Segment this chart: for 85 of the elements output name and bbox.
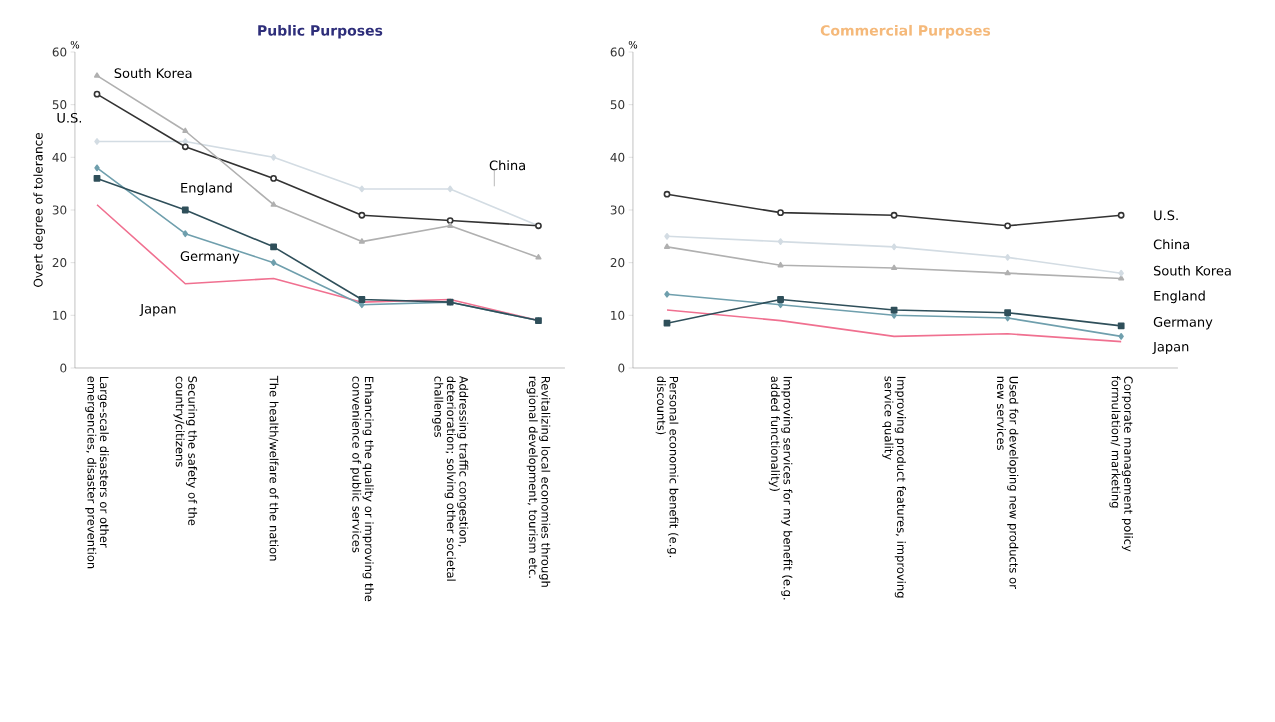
y-tick-label: 20 bbox=[610, 258, 625, 268]
y-tick-label: 60 bbox=[52, 47, 67, 57]
point bbox=[1117, 211, 1125, 219]
point bbox=[1004, 269, 1011, 276]
y-tick-label: 40 bbox=[610, 152, 625, 162]
point bbox=[535, 253, 542, 260]
point bbox=[93, 90, 101, 98]
point bbox=[446, 217, 454, 224]
point bbox=[1004, 222, 1012, 230]
point bbox=[777, 238, 784, 245]
point bbox=[181, 143, 189, 151]
x-tick-label: Used for developing new products or new services bbox=[996, 376, 1019, 589]
y-tick-label: 0 bbox=[618, 363, 625, 373]
x-tick-label: Improving services for my benefit (e.g. added functionality) bbox=[768, 376, 793, 600]
point bbox=[1118, 275, 1125, 281]
point bbox=[358, 296, 366, 303]
text: China bbox=[489, 160, 525, 171]
y-tick-label: 10 bbox=[53, 310, 67, 320]
chart-title: Commercial Purposes bbox=[820, 24, 991, 39]
series-label: England bbox=[181, 182, 232, 196]
series-label: Japan bbox=[139, 303, 176, 317]
point bbox=[891, 243, 897, 251]
point bbox=[1118, 269, 1124, 277]
text: China bbox=[1153, 239, 1190, 250]
line-series bbox=[666, 309, 1122, 343]
point bbox=[777, 296, 784, 303]
y-tick-label: 10 bbox=[611, 310, 625, 320]
point bbox=[891, 264, 898, 271]
point bbox=[94, 164, 100, 172]
y-tick-label: 30 bbox=[52, 205, 67, 215]
point bbox=[270, 153, 277, 161]
text: % bbox=[628, 40, 638, 49]
point bbox=[94, 138, 100, 145]
point bbox=[1118, 332, 1124, 340]
point bbox=[359, 185, 365, 193]
text: Japan bbox=[1152, 341, 1189, 355]
y-tick-label: 20 bbox=[52, 258, 67, 268]
point bbox=[1004, 309, 1012, 317]
point bbox=[664, 232, 670, 240]
point bbox=[664, 290, 670, 298]
point bbox=[358, 238, 365, 244]
point bbox=[182, 127, 189, 134]
y-tick-label: 60 bbox=[610, 47, 625, 57]
point bbox=[777, 209, 784, 217]
point bbox=[447, 185, 453, 193]
series-label: U.S. bbox=[57, 112, 82, 123]
text: England bbox=[1154, 290, 1205, 304]
point bbox=[270, 201, 277, 207]
text: % bbox=[70, 40, 80, 49]
y-tick-label: 0 bbox=[60, 363, 67, 373]
text: Germany bbox=[1153, 317, 1213, 330]
text: South Korea bbox=[1153, 265, 1231, 276]
point bbox=[1004, 253, 1011, 261]
point bbox=[270, 243, 277, 251]
point bbox=[93, 174, 101, 182]
y-axis-title: Overt degree of tolerance bbox=[33, 133, 45, 287]
y-tick-label: 40 bbox=[52, 152, 67, 162]
point bbox=[182, 230, 189, 238]
point bbox=[358, 211, 366, 219]
point bbox=[93, 72, 101, 78]
point bbox=[663, 243, 671, 249]
point bbox=[777, 261, 784, 268]
point bbox=[890, 211, 898, 219]
point bbox=[181, 206, 189, 214]
point bbox=[663, 190, 671, 198]
point bbox=[270, 259, 277, 267]
series-label: Germany bbox=[180, 251, 240, 264]
x-tick-label: The health/welfare of the nation bbox=[268, 375, 279, 561]
series-label: South Korea bbox=[114, 68, 192, 79]
y-tick-label: 50 bbox=[610, 100, 625, 110]
y-tick-label: 30 bbox=[610, 205, 625, 215]
point bbox=[270, 174, 277, 182]
x-tick-label: Improving product features, improving service quality bbox=[882, 376, 906, 598]
x-tick-label: Enhancing the quality or improving the convenience of public services bbox=[350, 376, 374, 602]
point bbox=[447, 222, 454, 228]
x-tick-label: Addressing traffic congestion, deterioration; solving other societal challenges bbox=[432, 375, 469, 581]
point bbox=[1117, 322, 1125, 330]
x-tick-label: Personal economic benefit (e.g. discounts) bbox=[655, 376, 679, 558]
x-tick-label: Corporate management policy formulation/ marketing bbox=[1109, 376, 1133, 552]
text: U.S. bbox=[1154, 210, 1178, 221]
x-tick-label: Large-scale disasters or other emergencies, disaster prevention bbox=[85, 376, 109, 569]
chart-title: Public Purposes bbox=[258, 24, 383, 39]
point bbox=[663, 319, 671, 327]
y-tick-label: 50 bbox=[52, 100, 67, 110]
x-tick-label: Revitalizing local economies through regional development, tourism etc. bbox=[526, 376, 551, 587]
